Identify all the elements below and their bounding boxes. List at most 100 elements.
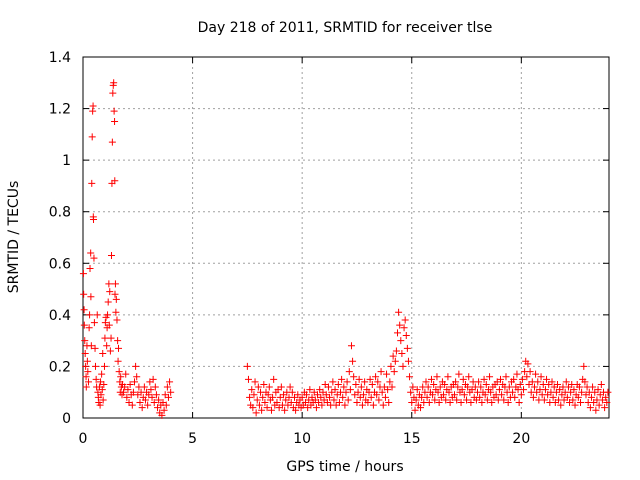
data-point <box>459 375 467 383</box>
y-tick-label: 0.8 <box>49 205 71 221</box>
data-point <box>586 404 594 412</box>
data-point <box>486 373 494 381</box>
data-point <box>434 388 442 396</box>
data-point <box>105 321 113 329</box>
data-point <box>104 311 112 319</box>
data-point <box>251 378 259 386</box>
data-point <box>111 290 119 298</box>
data-point <box>346 386 354 394</box>
data-point <box>324 383 332 391</box>
data-point <box>255 401 263 409</box>
axis-ticks: 0 0.2 0.4 0.6 0.8 1 1.2 1.4 0 5 10 15 20 <box>49 50 609 447</box>
data-point <box>252 409 260 417</box>
data-point <box>263 404 271 412</box>
data-point <box>463 396 471 404</box>
data-point <box>86 311 94 319</box>
data-point <box>390 368 398 376</box>
data-point <box>132 362 140 370</box>
data-point <box>500 396 508 404</box>
data-point <box>478 399 486 407</box>
data-point <box>92 375 100 383</box>
data-point <box>557 401 565 409</box>
data-point <box>505 383 513 391</box>
data-point <box>152 391 160 399</box>
data-point <box>114 357 122 365</box>
data-point <box>88 179 96 187</box>
data-point <box>515 399 523 407</box>
x-tick-label: 20 <box>512 431 530 447</box>
data-point <box>548 378 556 386</box>
data-point <box>99 350 107 358</box>
data-point <box>331 386 339 394</box>
data-point <box>164 393 172 401</box>
data-point <box>458 386 466 394</box>
data-point <box>270 375 278 383</box>
data-point <box>464 383 472 391</box>
data-point <box>89 102 97 110</box>
data-point <box>149 375 157 383</box>
data-point <box>88 133 96 141</box>
data-point <box>144 401 152 409</box>
data-point <box>577 399 585 407</box>
data-point <box>571 401 579 409</box>
data-point <box>465 373 473 381</box>
data-point <box>141 396 149 404</box>
data-point <box>406 373 414 381</box>
data-point <box>349 357 357 365</box>
data-point <box>569 396 577 404</box>
grid-lines <box>83 57 609 418</box>
data-point <box>243 362 251 370</box>
x-tick-label: 15 <box>403 431 421 447</box>
data-point <box>411 406 419 414</box>
data-point <box>530 383 538 391</box>
data-point <box>82 373 90 381</box>
y-tick-label: 1.2 <box>49 102 71 118</box>
data-point <box>148 393 156 401</box>
data-point <box>112 308 120 316</box>
data-point <box>440 391 448 399</box>
data-point <box>422 378 430 386</box>
data-point <box>578 388 586 396</box>
data-point <box>281 406 289 414</box>
data-point <box>136 399 144 407</box>
data-point <box>587 393 595 401</box>
data-point <box>454 383 462 391</box>
chart-title: Day 218 of 2011, SRMTID for receiver tls… <box>198 20 493 36</box>
data-point <box>115 344 123 352</box>
data-point <box>467 399 475 407</box>
data-point <box>80 306 88 314</box>
data-point <box>82 383 90 391</box>
x-tick-label: 10 <box>293 431 311 447</box>
data-point <box>273 399 281 407</box>
data-point <box>111 177 119 185</box>
data-point <box>163 383 171 391</box>
data-point <box>396 321 404 329</box>
data-point <box>580 362 588 370</box>
data-point <box>444 373 452 381</box>
data-point <box>101 334 109 342</box>
data-point <box>601 404 609 412</box>
data-point <box>111 280 119 288</box>
data-point <box>562 378 570 386</box>
data-point <box>364 399 372 407</box>
data-point <box>511 393 519 401</box>
data-point <box>497 375 505 383</box>
y-tick-label: 0.2 <box>49 359 71 375</box>
data-point <box>114 337 122 345</box>
data-point <box>425 399 433 407</box>
data-point <box>96 401 104 409</box>
data-point <box>460 391 468 399</box>
data-point <box>429 391 437 399</box>
data-point <box>408 399 416 407</box>
data-point <box>249 404 257 412</box>
data-point <box>98 370 106 378</box>
data-point <box>553 380 561 388</box>
data-point <box>107 334 115 342</box>
data-point <box>84 378 92 386</box>
data-point <box>166 378 174 386</box>
data-point <box>441 380 449 388</box>
data-point <box>120 388 128 396</box>
data-point <box>373 391 381 399</box>
data-point <box>592 406 600 414</box>
